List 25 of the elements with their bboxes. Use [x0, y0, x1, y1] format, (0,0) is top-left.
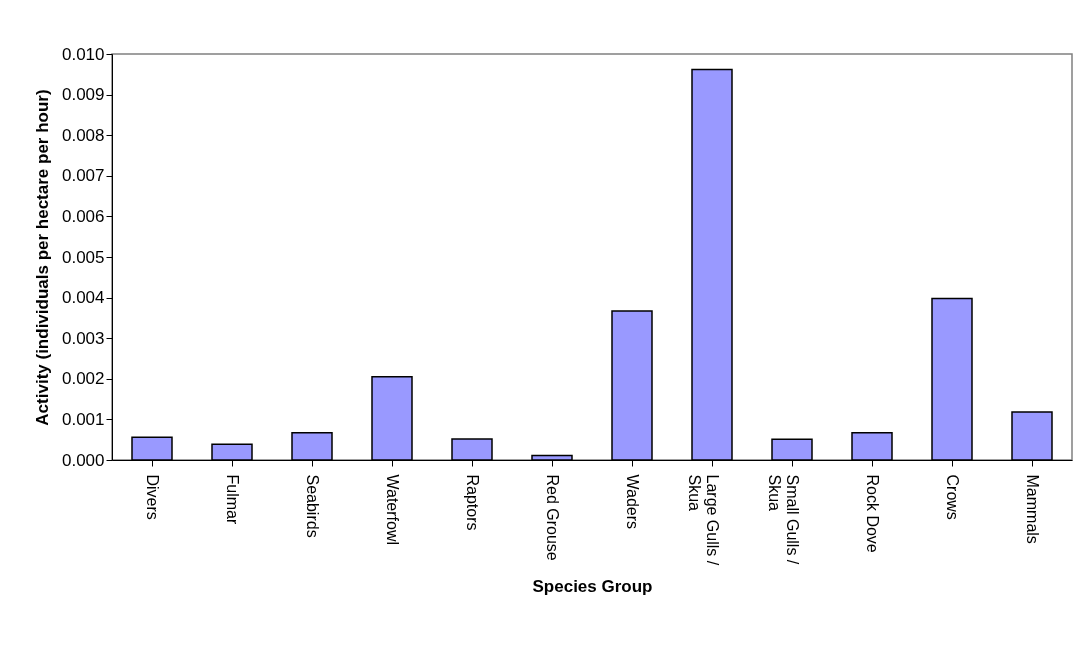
- x-tick-label: Rock Dove: [864, 474, 881, 553]
- y-tick-label: 0.009: [61, 85, 105, 105]
- x-axis-title: Species Group: [532, 577, 653, 597]
- y-tick-label: 0.005: [61, 247, 105, 267]
- x-tick-label: Mammals: [1024, 474, 1041, 544]
- x-tick-label: Waders: [624, 474, 641, 530]
- x-tick-label: Divers: [144, 474, 161, 520]
- y-tick-label: 0.003: [61, 328, 105, 348]
- y-tick-label: 0.010: [61, 44, 105, 64]
- y-tick-label: 0.000: [61, 450, 105, 470]
- x-tick-label: Crows: [944, 474, 961, 520]
- x-tick-label: Seabirds: [304, 474, 321, 538]
- y-tick-label: 0.001: [61, 409, 105, 429]
- x-tick-label: Fulmar: [224, 474, 241, 525]
- y-tick-label: 0.006: [61, 206, 105, 226]
- x-tick-label: Small Gulls / Skua: [766, 474, 801, 565]
- y-axis-title: Activity (individuals per hectare per hour): [32, 89, 52, 426]
- y-tick-label: 0.007: [61, 166, 105, 186]
- x-tick-label: Waterfowl: [384, 474, 401, 546]
- y-tick-label: 0.002: [61, 369, 105, 389]
- x-tick-label: Raptors: [464, 474, 481, 531]
- x-tick-label: Large Gulls / Skua: [686, 474, 721, 566]
- x-tick-label: Red Grouse: [544, 474, 561, 561]
- y-tick-label: 0.008: [61, 125, 105, 145]
- y-tick-label: 0.004: [61, 288, 105, 308]
